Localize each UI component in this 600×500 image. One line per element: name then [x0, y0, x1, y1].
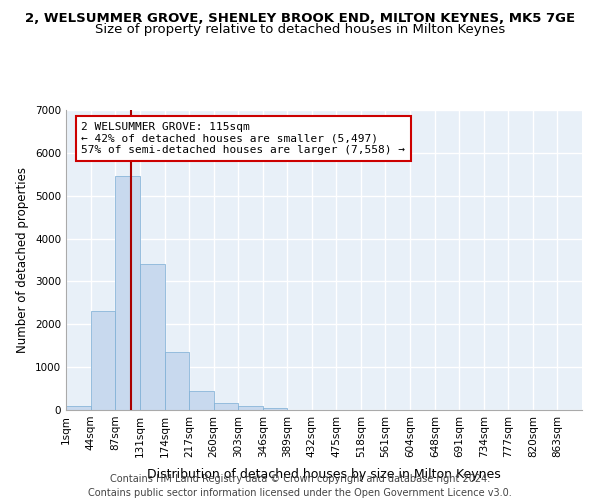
Y-axis label: Number of detached properties: Number of detached properties	[16, 167, 29, 353]
X-axis label: Distribution of detached houses by size in Milton Keynes: Distribution of detached houses by size …	[147, 468, 501, 481]
Bar	[140, 264, 164, 410]
Text: Contains HM Land Registry data © Crown copyright and database right 2024.
Contai: Contains HM Land Registry data © Crown c…	[88, 474, 512, 498]
Bar	[238, 406, 263, 410]
Text: Size of property relative to detached houses in Milton Keynes: Size of property relative to detached ho…	[95, 22, 505, 36]
Bar	[115, 176, 140, 410]
Bar	[214, 402, 238, 410]
Text: 2 WELSUMMER GROVE: 115sqm
← 42% of detached houses are smaller (5,497)
57% of se: 2 WELSUMMER GROVE: 115sqm ← 42% of detac…	[82, 122, 406, 155]
Bar	[164, 352, 189, 410]
Bar	[263, 408, 287, 410]
Bar	[91, 312, 115, 410]
Bar	[189, 390, 214, 410]
Bar	[66, 406, 91, 410]
Text: 2, WELSUMMER GROVE, SHENLEY BROOK END, MILTON KEYNES, MK5 7GE: 2, WELSUMMER GROVE, SHENLEY BROOK END, M…	[25, 12, 575, 26]
